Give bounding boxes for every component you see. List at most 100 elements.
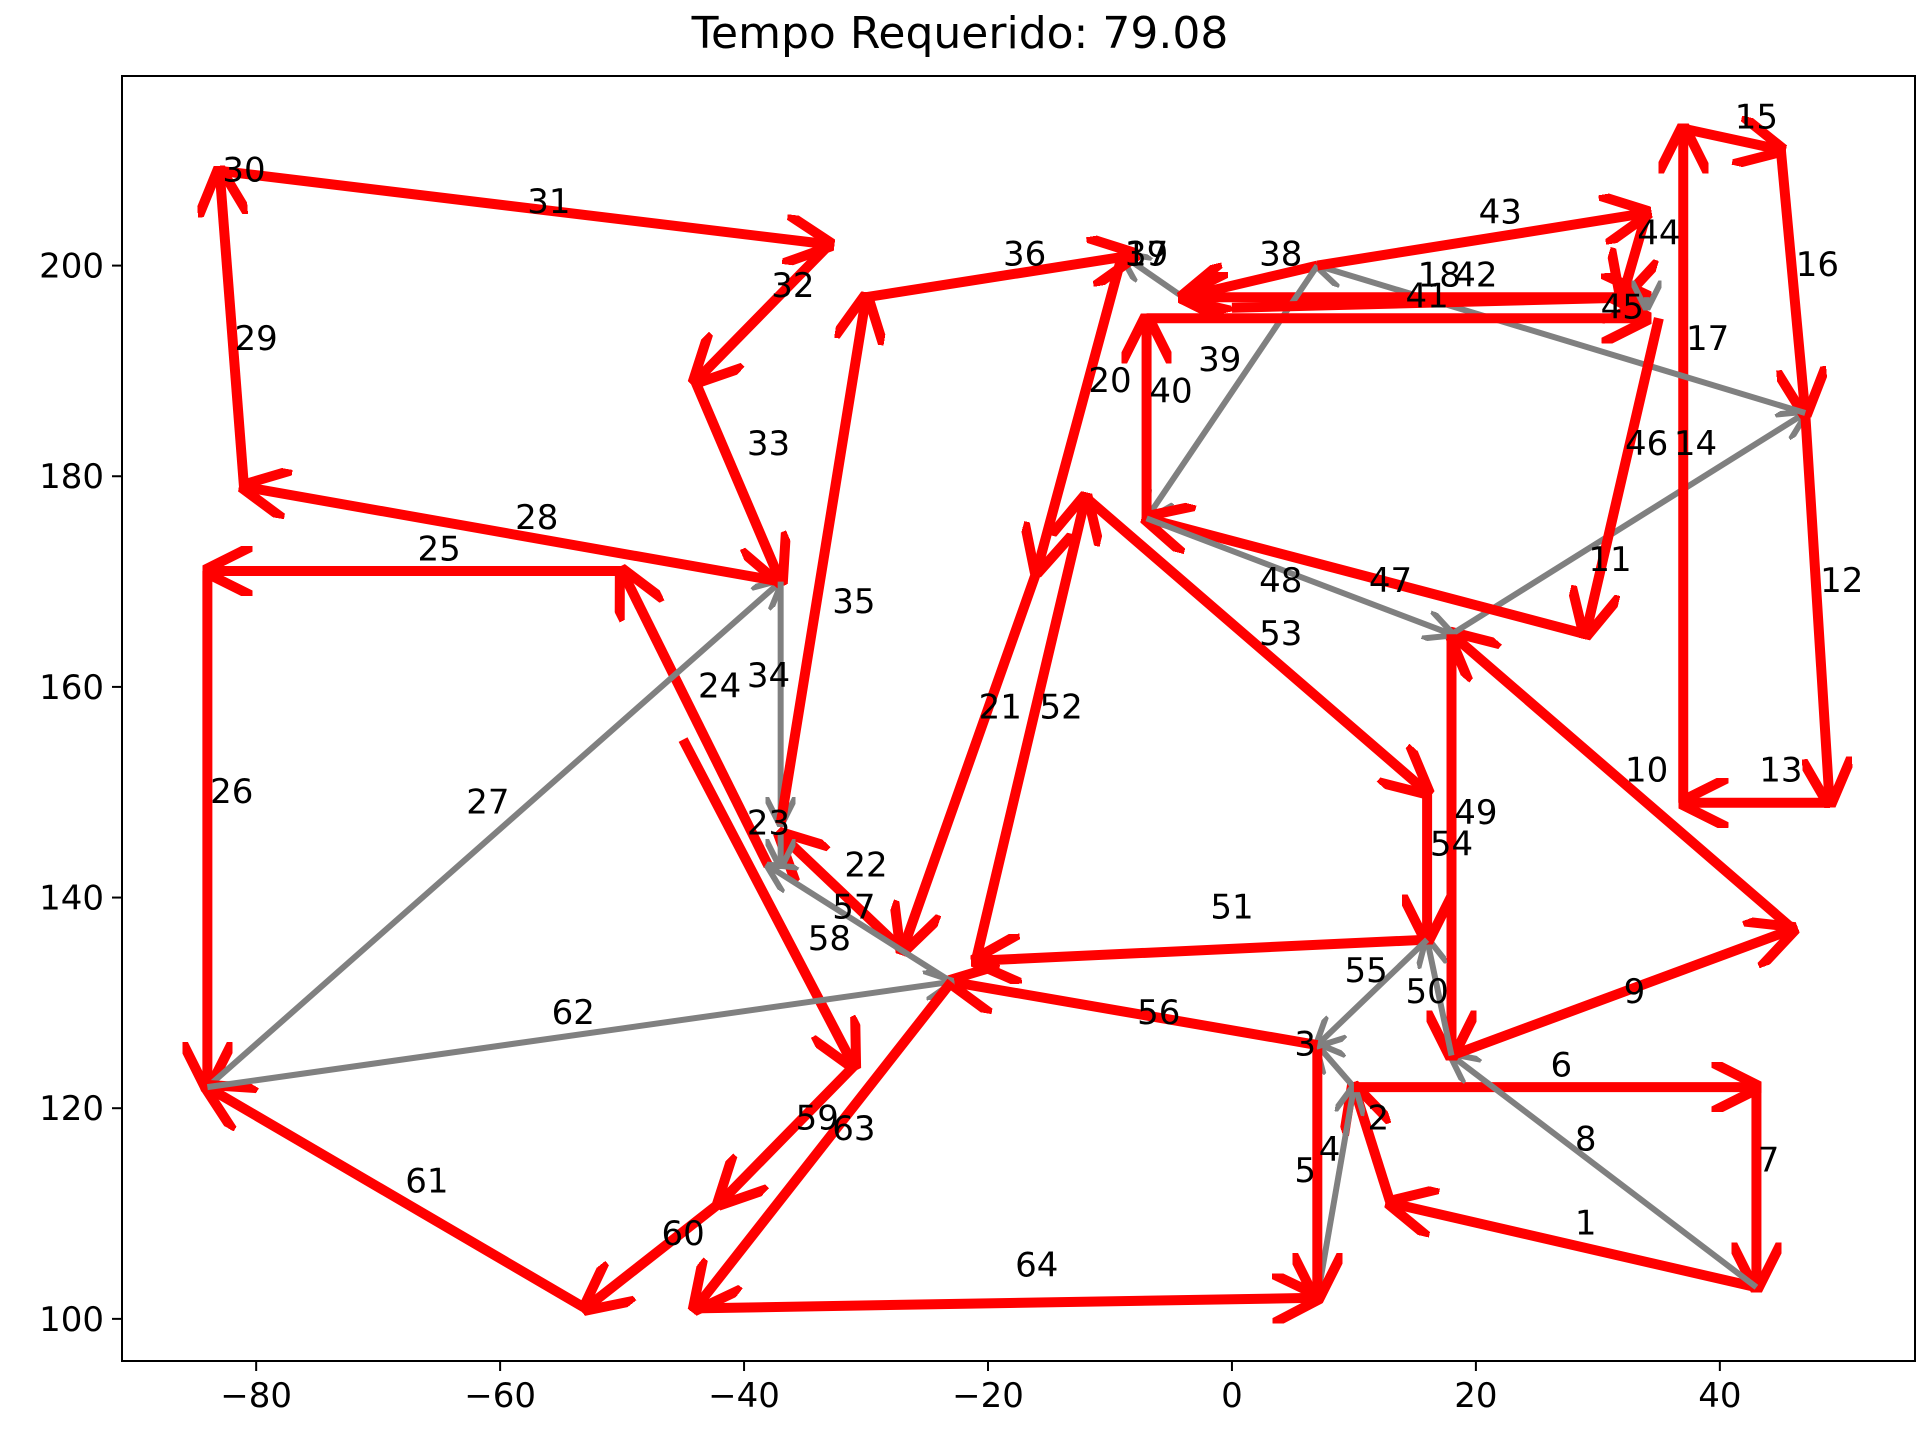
edge-label-57: 57: [832, 888, 875, 928]
edge-arrow-31: [218, 165, 830, 245]
edge-label-2: 2: [1367, 1098, 1389, 1138]
edge-label-47: 47: [1369, 561, 1412, 601]
edge-label-9: 9: [1624, 972, 1646, 1012]
edge-label-61: 61: [405, 1161, 448, 1201]
edge-label-56: 56: [1137, 993, 1180, 1033]
edge-label-33: 33: [747, 424, 790, 464]
edge-label-29: 29: [235, 319, 278, 359]
edge-label-22: 22: [844, 845, 887, 885]
edge-label-45: 45: [1601, 287, 1644, 327]
edge-arrow-33: [690, 379, 780, 581]
edge-arrow-61: [207, 1087, 589, 1313]
edge-label-3: 3: [1294, 1025, 1316, 1065]
y-tick-label: 140: [39, 879, 104, 919]
edge-label-26: 26: [210, 772, 253, 812]
edge-label-10: 10: [1625, 751, 1668, 791]
plot-frame: [121, 75, 1916, 1362]
edge-arrow-11: [1449, 413, 1806, 637]
edge-arrow-52: [970, 497, 1086, 962]
edge-arrow-15: [1682, 129, 1781, 150]
edge-arrow-60: [585, 1199, 723, 1308]
edge-arrow-38: [1183, 260, 1319, 298]
edge-arrow-62: [206, 982, 951, 1091]
edge-arrow-9: [1449, 929, 1794, 1061]
edge-label-30: 30: [222, 150, 265, 190]
edge-arrow-57: [768, 866, 954, 985]
edge-label-17: 17: [1686, 319, 1729, 359]
edge-label-51: 51: [1210, 888, 1253, 928]
edge-label-37: 37: [1125, 235, 1168, 275]
edge-label-52: 52: [1040, 688, 1083, 728]
edge-label-55: 55: [1344, 951, 1387, 991]
edge-label-20: 20: [1088, 361, 1131, 401]
edge-arrow-32: [695, 241, 834, 382]
edge-arrow-56: [951, 982, 1319, 1050]
edge-label-14: 14: [1674, 424, 1717, 464]
edge-arrow-46: [1586, 317, 1664, 634]
edge-label-39: 39: [1198, 340, 1241, 380]
x-tick-label: 20: [1454, 1376, 1497, 1416]
edge-arrow-29: [220, 171, 249, 488]
edge-arrow-55: [1317, 937, 1430, 1045]
edge-label-19: 19: [1125, 235, 1168, 275]
edge-arrow-58: [678, 737, 854, 1067]
edge-label-44: 44: [1637, 214, 1680, 254]
edge-label-34: 34: [747, 656, 790, 696]
x-tick-label: −60: [464, 1376, 536, 1416]
edge-label-64: 64: [1015, 1246, 1058, 1286]
edge-arrow-12: [1800, 412, 1829, 803]
plot-area: −80 −60 −40 −20 0 20 4010012014016018020012345…: [39, 75, 1916, 1416]
edge-arrow-27: [205, 582, 780, 1090]
edge-label-13: 13: [1759, 751, 1802, 791]
edge-arrow-53: [1082, 493, 1428, 792]
edge-label-31: 31: [527, 182, 570, 222]
edge-arrow-43: [1316, 213, 1646, 271]
edge-arrow-36: [865, 255, 1134, 303]
edge-arrow-47: [1147, 518, 1587, 640]
edge-arrow-42: [1231, 297, 1647, 308]
edge-label-25: 25: [417, 530, 460, 570]
edge-arrow-1: [1391, 1203, 1758, 1293]
edge-arrow-44: [1622, 211, 1646, 297]
x-tick-label: 40: [1698, 1376, 1741, 1416]
edge-arrow-3: [1317, 1045, 1357, 1090]
edge-label-24: 24: [698, 666, 741, 706]
edge-label-15: 15: [1735, 98, 1778, 138]
edge-label-4: 4: [1319, 1130, 1341, 1170]
x-tick-label: −20: [952, 1376, 1024, 1416]
edge-label-6: 6: [1550, 1046, 1572, 1086]
edge-label-59: 59: [796, 1098, 839, 1138]
edge-arrow-8: [1452, 1056, 1759, 1290]
edge-arrow-64: [695, 1298, 1317, 1309]
edge-label-28: 28: [515, 498, 558, 538]
edge-label-32: 32: [771, 266, 814, 306]
y-tick-label: 160: [39, 668, 104, 708]
edge-arrow-4: [1314, 1087, 1354, 1299]
edge-label-18: 18: [1418, 256, 1461, 296]
y-tick-label: 180: [39, 457, 104, 497]
x-tick-label: 0: [1221, 1376, 1243, 1416]
edge-label-50: 50: [1405, 972, 1448, 1012]
edge-arrow-28: [244, 487, 782, 587]
edge-label-40: 40: [1149, 372, 1192, 412]
x-tick-label: −40: [708, 1376, 780, 1416]
chart-title: Tempo Requerido: 79.08: [691, 8, 1229, 59]
edge-label-27: 27: [466, 782, 509, 822]
edge-arrow-50: [1427, 940, 1455, 1057]
edge-label-53: 53: [1259, 614, 1302, 654]
edge-label-23: 23: [747, 803, 790, 843]
edge-label-48: 48: [1259, 561, 1302, 601]
edge-arrow-48: [1145, 515, 1452, 634]
y-tick-label: 200: [39, 247, 104, 287]
edge-arrow-16: [1775, 149, 1805, 413]
edge-label-49: 49: [1454, 793, 1497, 833]
edge-arrow-59: [720, 1062, 858, 1203]
y-tick-label: 120: [39, 1089, 104, 1129]
edge-label-60: 60: [661, 1214, 704, 1254]
edge-arrow-22: [781, 834, 907, 954]
edge-label-62: 62: [552, 993, 595, 1033]
edge-arrow-21: [903, 569, 1042, 950]
edge-label-11: 11: [1588, 540, 1631, 580]
edge-arrow-35: [775, 297, 866, 825]
edge-label-8: 8: [1575, 1119, 1597, 1159]
